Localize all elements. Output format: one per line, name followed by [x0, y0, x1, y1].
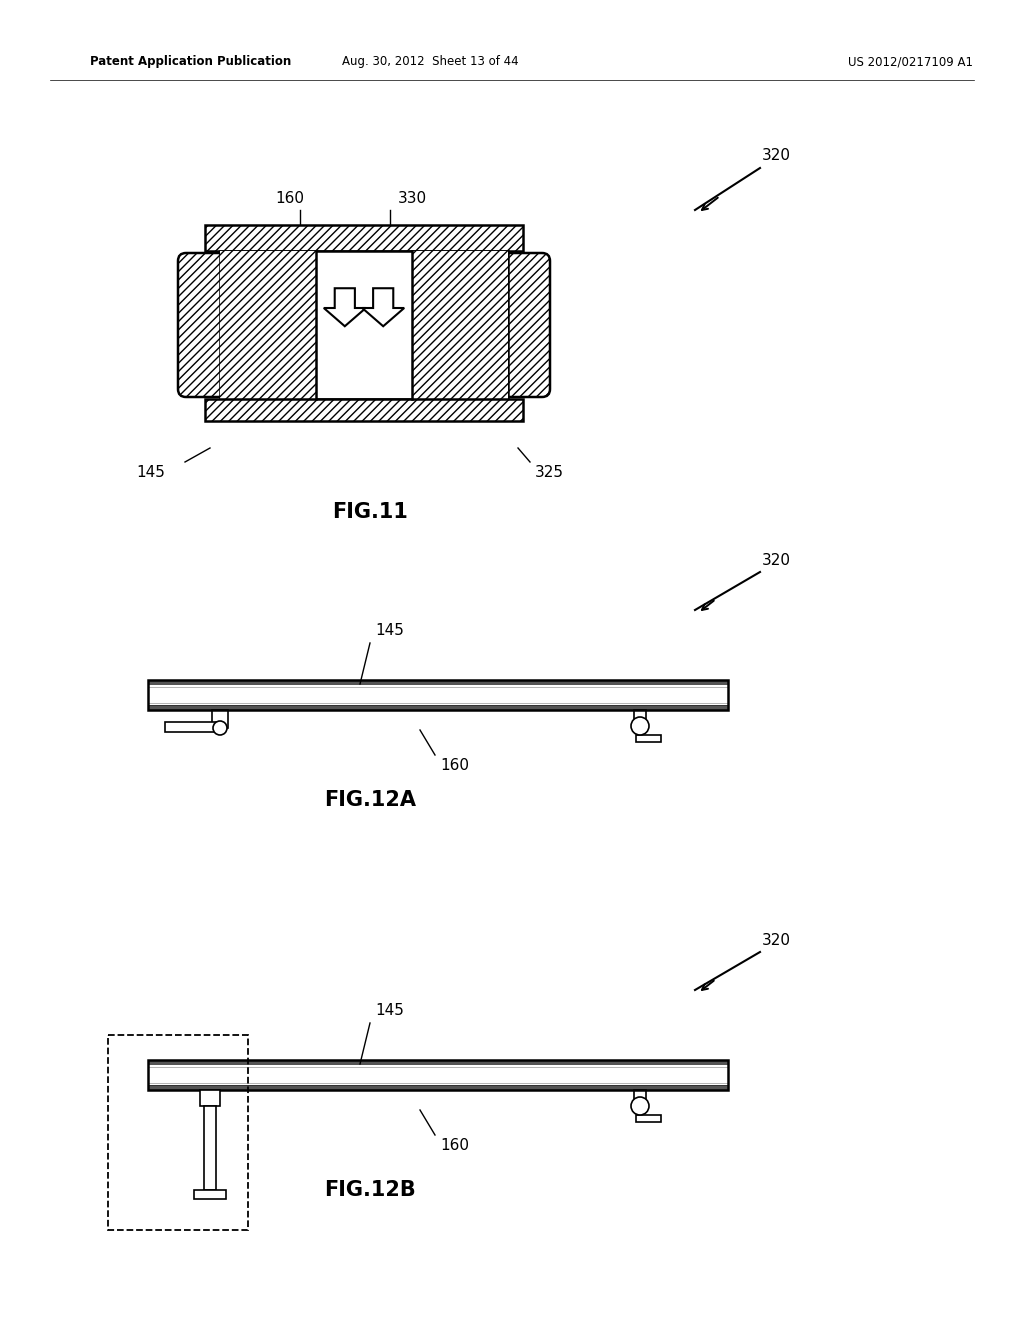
Text: 145: 145	[375, 1003, 403, 1018]
Bar	[636, 1115, 662, 1122]
Bar	[148, 1060, 728, 1065]
Bar	[212, 710, 228, 729]
Text: FIG.11: FIG.11	[332, 502, 408, 521]
Text: Aug. 30, 2012  Sheet 13 of 44: Aug. 30, 2012 Sheet 13 of 44	[342, 55, 518, 69]
Bar	[634, 1090, 646, 1104]
Text: 320: 320	[762, 933, 791, 948]
Bar	[220, 251, 508, 399]
FancyBboxPatch shape	[178, 253, 226, 397]
Polygon shape	[324, 288, 366, 326]
Bar	[148, 1065, 728, 1085]
Bar	[148, 705, 728, 710]
Bar	[634, 710, 646, 723]
Text: 145: 145	[375, 623, 403, 638]
Bar	[148, 685, 728, 705]
Bar	[204, 1106, 216, 1191]
Text: 320: 320	[762, 148, 791, 162]
FancyBboxPatch shape	[502, 253, 550, 397]
Bar	[636, 735, 662, 742]
Bar	[412, 251, 508, 399]
Text: 145: 145	[136, 465, 165, 480]
Bar	[148, 680, 728, 710]
Circle shape	[631, 717, 649, 735]
Bar	[148, 1085, 728, 1090]
Bar	[205, 224, 523, 251]
Text: FIG.12A: FIG.12A	[324, 789, 416, 810]
Text: 330: 330	[398, 191, 427, 206]
Text: 160: 160	[440, 1138, 469, 1152]
Bar	[220, 251, 316, 399]
Circle shape	[631, 1097, 649, 1115]
Bar	[108, 1035, 248, 1230]
Bar	[148, 680, 728, 685]
Polygon shape	[362, 288, 404, 326]
Bar	[194, 1191, 226, 1199]
Text: Patent Application Publication: Patent Application Publication	[90, 55, 291, 69]
Text: 325: 325	[535, 465, 564, 480]
Bar	[205, 399, 523, 421]
Text: 160: 160	[275, 191, 304, 206]
Text: FIG.12B: FIG.12B	[325, 1180, 416, 1200]
Circle shape	[213, 721, 227, 735]
Bar	[165, 722, 220, 733]
Bar	[148, 1060, 728, 1090]
Text: 320: 320	[762, 553, 791, 568]
Text: US 2012/0217109 A1: US 2012/0217109 A1	[848, 55, 973, 69]
Bar	[200, 1090, 220, 1106]
Text: 160: 160	[440, 758, 469, 774]
